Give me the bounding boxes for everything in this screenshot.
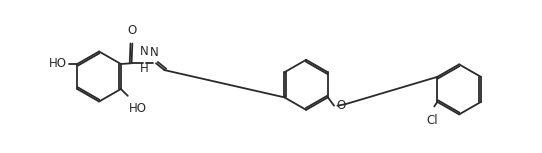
Text: HO: HO — [49, 58, 67, 71]
Text: HO: HO — [129, 102, 147, 115]
Text: Cl: Cl — [427, 114, 438, 127]
Text: O: O — [128, 24, 137, 37]
Text: N: N — [140, 45, 149, 58]
Text: N: N — [150, 46, 159, 59]
Text: H: H — [140, 62, 149, 75]
Text: O: O — [336, 99, 345, 112]
